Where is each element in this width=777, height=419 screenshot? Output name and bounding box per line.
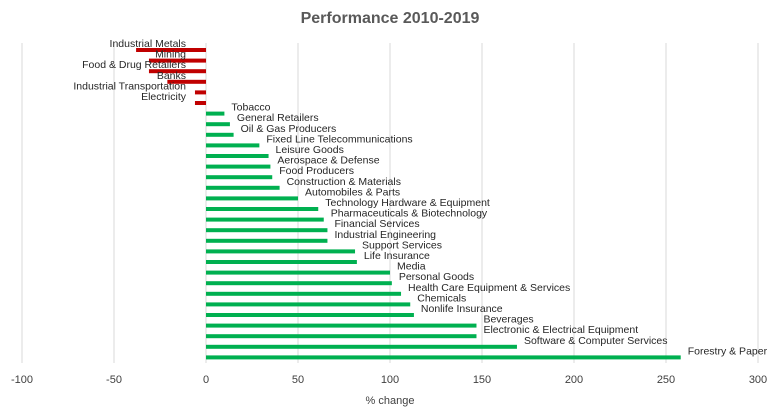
bar [206, 154, 269, 158]
bar-label: Tobacco [231, 102, 270, 114]
bar [206, 143, 260, 148]
bar [206, 281, 392, 286]
bar-label: Electronic & Electrical Equipment [483, 324, 638, 336]
bar [206, 355, 681, 360]
bar [206, 238, 328, 243]
gridlines [21, 43, 759, 363]
bar [148, 69, 206, 74]
x-tick-label: 250 [657, 374, 675, 386]
bar-label: Forestry & Paper [688, 345, 768, 357]
bar [206, 207, 319, 211]
bar-label: Technology Hardware & Equipment [325, 197, 490, 209]
bar [206, 270, 390, 275]
bar [206, 196, 298, 201]
bar-label: Industrial Transportation [73, 80, 186, 92]
bar [206, 185, 280, 190]
bar-label: Chemicals [417, 292, 466, 304]
x-axis-title: % change [366, 395, 415, 407]
bar [206, 291, 402, 296]
bar-label: Automobiles & Parts [305, 186, 400, 198]
x-tick-label: 50 [292, 374, 304, 386]
x-tick-label: -100 [11, 374, 33, 386]
bar-label: Media [397, 261, 426, 273]
bar-label: Health Care Equipment & Services [408, 282, 570, 294]
bar [206, 111, 225, 116]
bar-label: Aerospace & Defense [277, 155, 379, 167]
bar [194, 101, 206, 105]
bar [206, 313, 414, 317]
x-tick-label: -50 [106, 374, 122, 386]
bar-label: Support Services [362, 239, 442, 251]
bar-label: General Retailers [237, 112, 319, 124]
bar-label: Nonlife Insurance [421, 303, 503, 315]
bar [206, 249, 356, 254]
bar-label: Food Producers [279, 165, 354, 177]
x-tick-label: 0 [203, 374, 209, 386]
bar-label: Fixed Line Telecommunications [266, 133, 412, 145]
bar [206, 302, 411, 307]
bar-label: Banks [157, 70, 186, 82]
bar-label: Financial Services [334, 218, 419, 230]
bar-label: Industrial Metals [110, 38, 186, 50]
bar [167, 79, 206, 84]
x-tick-label: 300 [749, 374, 767, 386]
bar [206, 132, 234, 137]
x-tick-label: 200 [565, 374, 583, 386]
bar [206, 334, 477, 339]
bar-label: Pharmaceuticals & Biotechnology [331, 208, 488, 220]
bar-label: Construction & Materials [287, 176, 401, 188]
bar-label: Oil & Gas Producers [241, 123, 337, 135]
chart-title: Performance 2010-2019 [301, 10, 480, 27]
bar [136, 48, 206, 52]
x-tick-label: 150 [473, 374, 491, 386]
x-tick-label: 100 [381, 374, 399, 386]
bar [206, 260, 357, 264]
bar-label: Industrial Engineering [334, 229, 436, 241]
bar [206, 323, 477, 328]
bar-label: Electricity [141, 91, 187, 103]
bar-label: Personal Goods [399, 271, 474, 283]
x-axis-ticks: -100 -50 0 50 100 150 200 250 300 [11, 374, 767, 386]
bars [136, 48, 681, 360]
bar [206, 217, 324, 222]
bar-label: Mining [155, 49, 186, 61]
bar [206, 228, 328, 233]
bar [206, 344, 517, 349]
bar-label: Software & Computer Services [524, 335, 668, 347]
bar [206, 122, 230, 127]
bar [194, 90, 206, 95]
bar-label: Food & Drug Retailers [82, 59, 186, 71]
bar [206, 164, 271, 169]
bar-label: Life Insurance [364, 250, 430, 262]
bar [148, 58, 206, 63]
bar-label: Beverages [483, 314, 533, 326]
bar-label: Leisure Goods [276, 144, 344, 156]
bar [206, 175, 273, 180]
